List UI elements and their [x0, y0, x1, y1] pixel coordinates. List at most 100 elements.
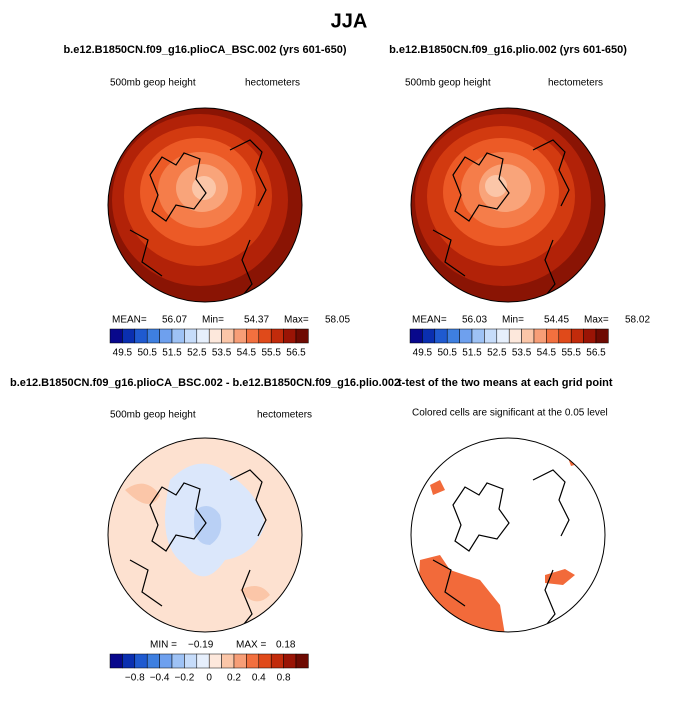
- map: [108, 108, 302, 302]
- colorbar-cell: [196, 653, 210, 669]
- colorbar-label: 0.8: [277, 673, 291, 684]
- stat: MAX =: [236, 640, 266, 651]
- map-border: [107, 107, 303, 303]
- colorbar-label: −0.2: [175, 673, 195, 684]
- colorbar-label: 54.5: [537, 348, 557, 359]
- colorbar-cell: [258, 328, 272, 344]
- colorbar-label: 52.5: [487, 348, 507, 359]
- colorbar-cell: [533, 328, 547, 344]
- colorbar-cell: [246, 328, 260, 344]
- panel-label: 500mb geop height: [110, 78, 196, 89]
- colorbar-label: 52.5: [187, 348, 207, 359]
- colorbar-cell: [283, 328, 297, 344]
- colorbar-label: 49.5: [413, 348, 433, 359]
- colorbar-cell: [484, 328, 498, 344]
- colorbar-label: 0: [206, 673, 212, 684]
- colorbar-label: 56.5: [586, 348, 606, 359]
- colorbar-label: 51.5: [162, 348, 182, 359]
- colorbar-cell: [521, 328, 535, 344]
- colorbar-cell: [570, 328, 584, 344]
- panel-title: b.e12.B1850CN.f09_g16.plio.002 (yrs 601-…: [389, 44, 627, 56]
- colorbar-cell: [159, 653, 173, 669]
- colorbar-label: −0.8: [125, 673, 145, 684]
- stat: 0.18: [276, 640, 296, 651]
- colorbar-cell: [171, 653, 185, 669]
- units-label: hectometers: [245, 78, 300, 89]
- panel-label: 500mb geop height: [110, 410, 196, 421]
- colorbar-label: 51.5: [462, 348, 482, 359]
- stat: 58.02: [625, 315, 650, 326]
- colorbar-cell: [295, 653, 309, 669]
- colorbar-label: 50.5: [437, 348, 457, 359]
- colorbar-cell: [595, 328, 609, 344]
- colorbar-cell: [221, 328, 235, 344]
- panel-label: 500mb geop height: [405, 78, 491, 89]
- map: [411, 108, 605, 302]
- panel-title: b.e12.B1850CN.f09_g16.plioCA_BSC.002 (yr…: [63, 44, 346, 56]
- colorbar-cell: [221, 653, 235, 669]
- map-border: [107, 437, 303, 633]
- map: [108, 438, 302, 632]
- colorbar-cell: [122, 653, 136, 669]
- colorbar-cell: [496, 328, 510, 344]
- stat: Min=: [202, 315, 224, 326]
- colorbar-cell: [208, 653, 222, 669]
- colorbar-cell: [409, 328, 423, 344]
- colorbar-cell: [583, 328, 597, 344]
- stat: 54.37: [244, 315, 269, 326]
- colorbar-label: 0.2: [227, 673, 241, 684]
- panel-title: b.e12.B1850CN.f09_g16.plioCA_BSC.002 - b…: [10, 377, 400, 389]
- stat: 56.03: [462, 315, 487, 326]
- colorbar-cell: [146, 328, 160, 344]
- colorbar-cell: [546, 328, 560, 344]
- colorbar-cell: [196, 328, 210, 344]
- panel-label: Colored cells are significant at the 0.0…: [412, 408, 608, 419]
- colorbar-cell: [422, 328, 436, 344]
- colorbar-label: 54.5: [237, 348, 257, 359]
- stat: Max=: [284, 315, 309, 326]
- colorbar-cell: [134, 653, 148, 669]
- colorbar-cell: [459, 328, 473, 344]
- colorbar-label: 53.5: [512, 348, 532, 359]
- colorbar-cell: [109, 328, 123, 344]
- colorbar-cell: [270, 328, 284, 344]
- stat: Min=: [502, 315, 524, 326]
- colorbar-cell: [122, 328, 136, 344]
- figure-title: JJA: [331, 10, 368, 32]
- stat: MIN =: [150, 640, 177, 651]
- colorbar-cell: [146, 653, 160, 669]
- colorbar-label: 55.5: [561, 348, 581, 359]
- colorbar-cell: [434, 328, 448, 344]
- colorbar-cell: [171, 328, 185, 344]
- colorbar-cell: [184, 653, 198, 669]
- colorbar-label: 55.5: [261, 348, 281, 359]
- colorbar-cell: [471, 328, 485, 344]
- map-border: [410, 107, 606, 303]
- colorbar-cell: [246, 653, 260, 669]
- stat: MEAN=: [412, 315, 447, 326]
- units-label: hectometers: [548, 78, 603, 89]
- colorbar-cell: [258, 653, 272, 669]
- map: [411, 438, 605, 632]
- colorbar-cell: [558, 328, 572, 344]
- colorbar-label: 56.5: [286, 348, 306, 359]
- colorbar-cell: [233, 328, 247, 344]
- colorbar-label: −0.4: [150, 673, 170, 684]
- colorbar-label: 49.5: [113, 348, 133, 359]
- stat: MEAN=: [112, 315, 147, 326]
- stat: 58.05: [325, 315, 350, 326]
- stat: 54.45: [544, 315, 569, 326]
- colorbar-cell: [134, 328, 148, 344]
- colorbar-cell: [283, 653, 297, 669]
- colorbar-cell: [159, 328, 173, 344]
- colorbar-label: 50.5: [137, 348, 157, 359]
- colorbar-cell: [109, 653, 123, 669]
- stat: Max=: [584, 315, 609, 326]
- colorbar-label: 0.4: [252, 673, 266, 684]
- stat: −0.19: [188, 640, 214, 651]
- colorbar-cell: [295, 328, 309, 344]
- colorbar-cell: [208, 328, 222, 344]
- units-label: hectometers: [257, 410, 312, 421]
- map-border: [410, 437, 606, 633]
